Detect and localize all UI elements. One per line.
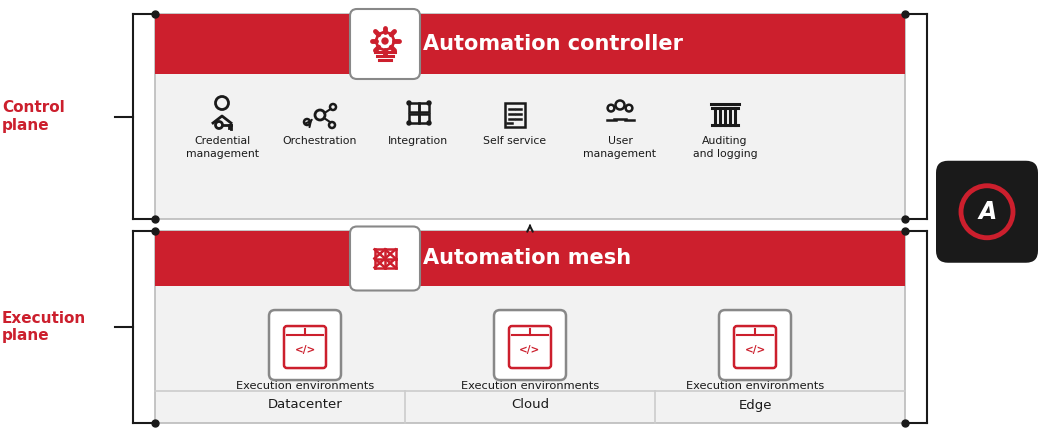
FancyBboxPatch shape bbox=[155, 231, 905, 423]
Text: Credential
management: Credential management bbox=[186, 136, 259, 159]
Text: Integration: Integration bbox=[388, 136, 448, 146]
FancyBboxPatch shape bbox=[155, 14, 905, 219]
Bar bbox=[419, 114, 429, 123]
Text: Self service: Self service bbox=[483, 136, 547, 146]
Text: User
management: User management bbox=[584, 136, 657, 159]
Text: Automation mesh: Automation mesh bbox=[423, 248, 631, 269]
FancyBboxPatch shape bbox=[734, 326, 776, 368]
Text: Edge: Edge bbox=[739, 399, 772, 411]
Circle shape bbox=[427, 121, 431, 125]
Text: Execution environments: Execution environments bbox=[461, 381, 600, 391]
Text: A: A bbox=[979, 200, 997, 224]
FancyBboxPatch shape bbox=[936, 161, 1038, 263]
Bar bbox=[505, 103, 525, 127]
Text: Automation controller: Automation controller bbox=[423, 34, 683, 54]
Circle shape bbox=[407, 121, 411, 125]
Bar bbox=[419, 103, 429, 112]
Bar bbox=[409, 103, 419, 112]
Circle shape bbox=[382, 38, 388, 44]
Text: Cloud: Cloud bbox=[511, 399, 549, 411]
Text: Auditing
and logging: Auditing and logging bbox=[693, 136, 757, 159]
Text: </>: </> bbox=[744, 345, 766, 355]
Text: Orchestration: Orchestration bbox=[283, 136, 357, 146]
Text: Control
plane: Control plane bbox=[2, 100, 64, 133]
FancyBboxPatch shape bbox=[350, 227, 420, 291]
Text: </>: </> bbox=[520, 345, 540, 355]
Text: Execution environments: Execution environments bbox=[236, 381, 374, 391]
Text: Datacenter: Datacenter bbox=[268, 399, 343, 411]
Text: </>: </> bbox=[294, 345, 316, 355]
Circle shape bbox=[407, 101, 411, 105]
Circle shape bbox=[427, 101, 431, 105]
Text: Execution
plane: Execution plane bbox=[2, 311, 86, 343]
FancyBboxPatch shape bbox=[284, 326, 326, 368]
Text: Execution environments: Execution environments bbox=[686, 381, 824, 391]
FancyBboxPatch shape bbox=[494, 310, 566, 380]
Bar bbox=[155, 231, 905, 286]
FancyBboxPatch shape bbox=[509, 326, 551, 368]
FancyBboxPatch shape bbox=[269, 310, 341, 380]
FancyBboxPatch shape bbox=[350, 9, 420, 79]
Bar bbox=[409, 114, 419, 123]
Bar bbox=[155, 14, 905, 74]
FancyBboxPatch shape bbox=[719, 310, 791, 380]
